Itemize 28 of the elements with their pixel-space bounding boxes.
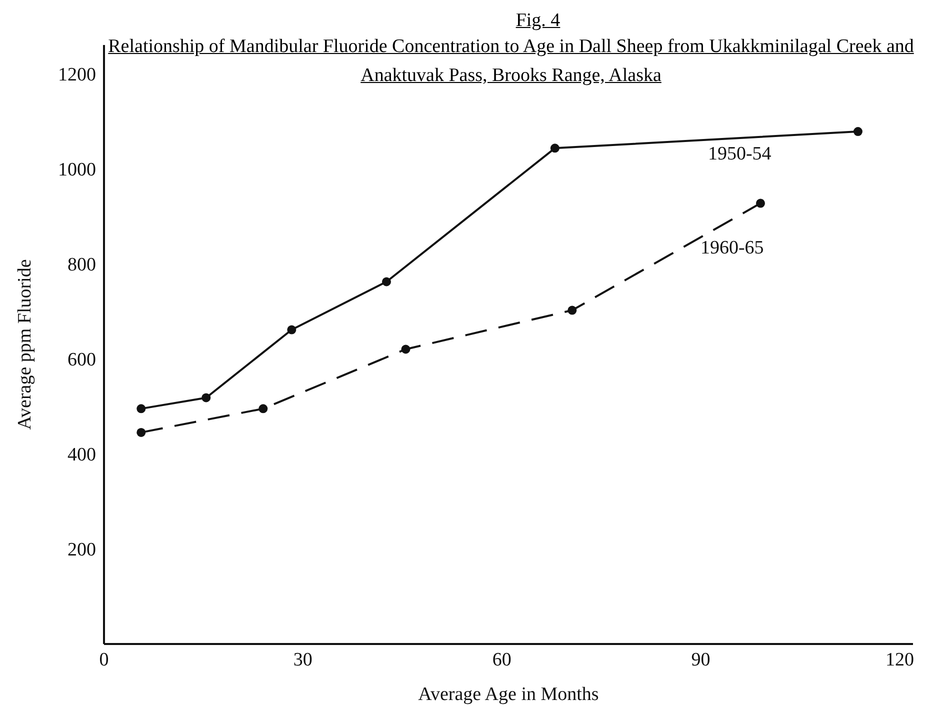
y-axis-title: Average ppm Fluoride: [14, 259, 36, 430]
point: [853, 127, 862, 136]
x-tick-label: 60: [492, 649, 512, 670]
chart-subtitle: Relationship of Mandibular Fluoride Concentration to Age in Dall Sheep from Ukakkminilagal Creek and Anaktuvak Pass, Brooks Range, Alaska: [107, 35, 915, 88]
y-tick-label: 200: [68, 540, 96, 561]
point: [136, 404, 146, 414]
series-label: 1960-65: [700, 237, 764, 258]
series-label: 1950-54: [708, 144, 772, 165]
point: [568, 306, 577, 315]
x-tick-label: 0: [99, 649, 109, 670]
x-axis-title: Average Age in Months: [418, 684, 599, 705]
x-tick-label: 90: [691, 649, 710, 670]
y-tick-label: 1200: [58, 64, 96, 86]
point: [287, 325, 296, 334]
point: [756, 198, 765, 208]
y-tick-label: 800: [68, 254, 96, 276]
chart-title: Fig. 4: [514, 10, 562, 32]
y-tick-label: 600: [68, 350, 96, 371]
point: [202, 393, 211, 402]
x-tick-label: 30: [293, 649, 312, 670]
y-tick-label: 1000: [58, 159, 96, 180]
point: [550, 144, 560, 153]
point: [136, 428, 146, 437]
y-tick-label: 400: [68, 444, 96, 466]
point: [258, 404, 268, 414]
x-tick-label: 120: [885, 649, 914, 670]
point: [401, 344, 410, 354]
point: [382, 277, 391, 286]
